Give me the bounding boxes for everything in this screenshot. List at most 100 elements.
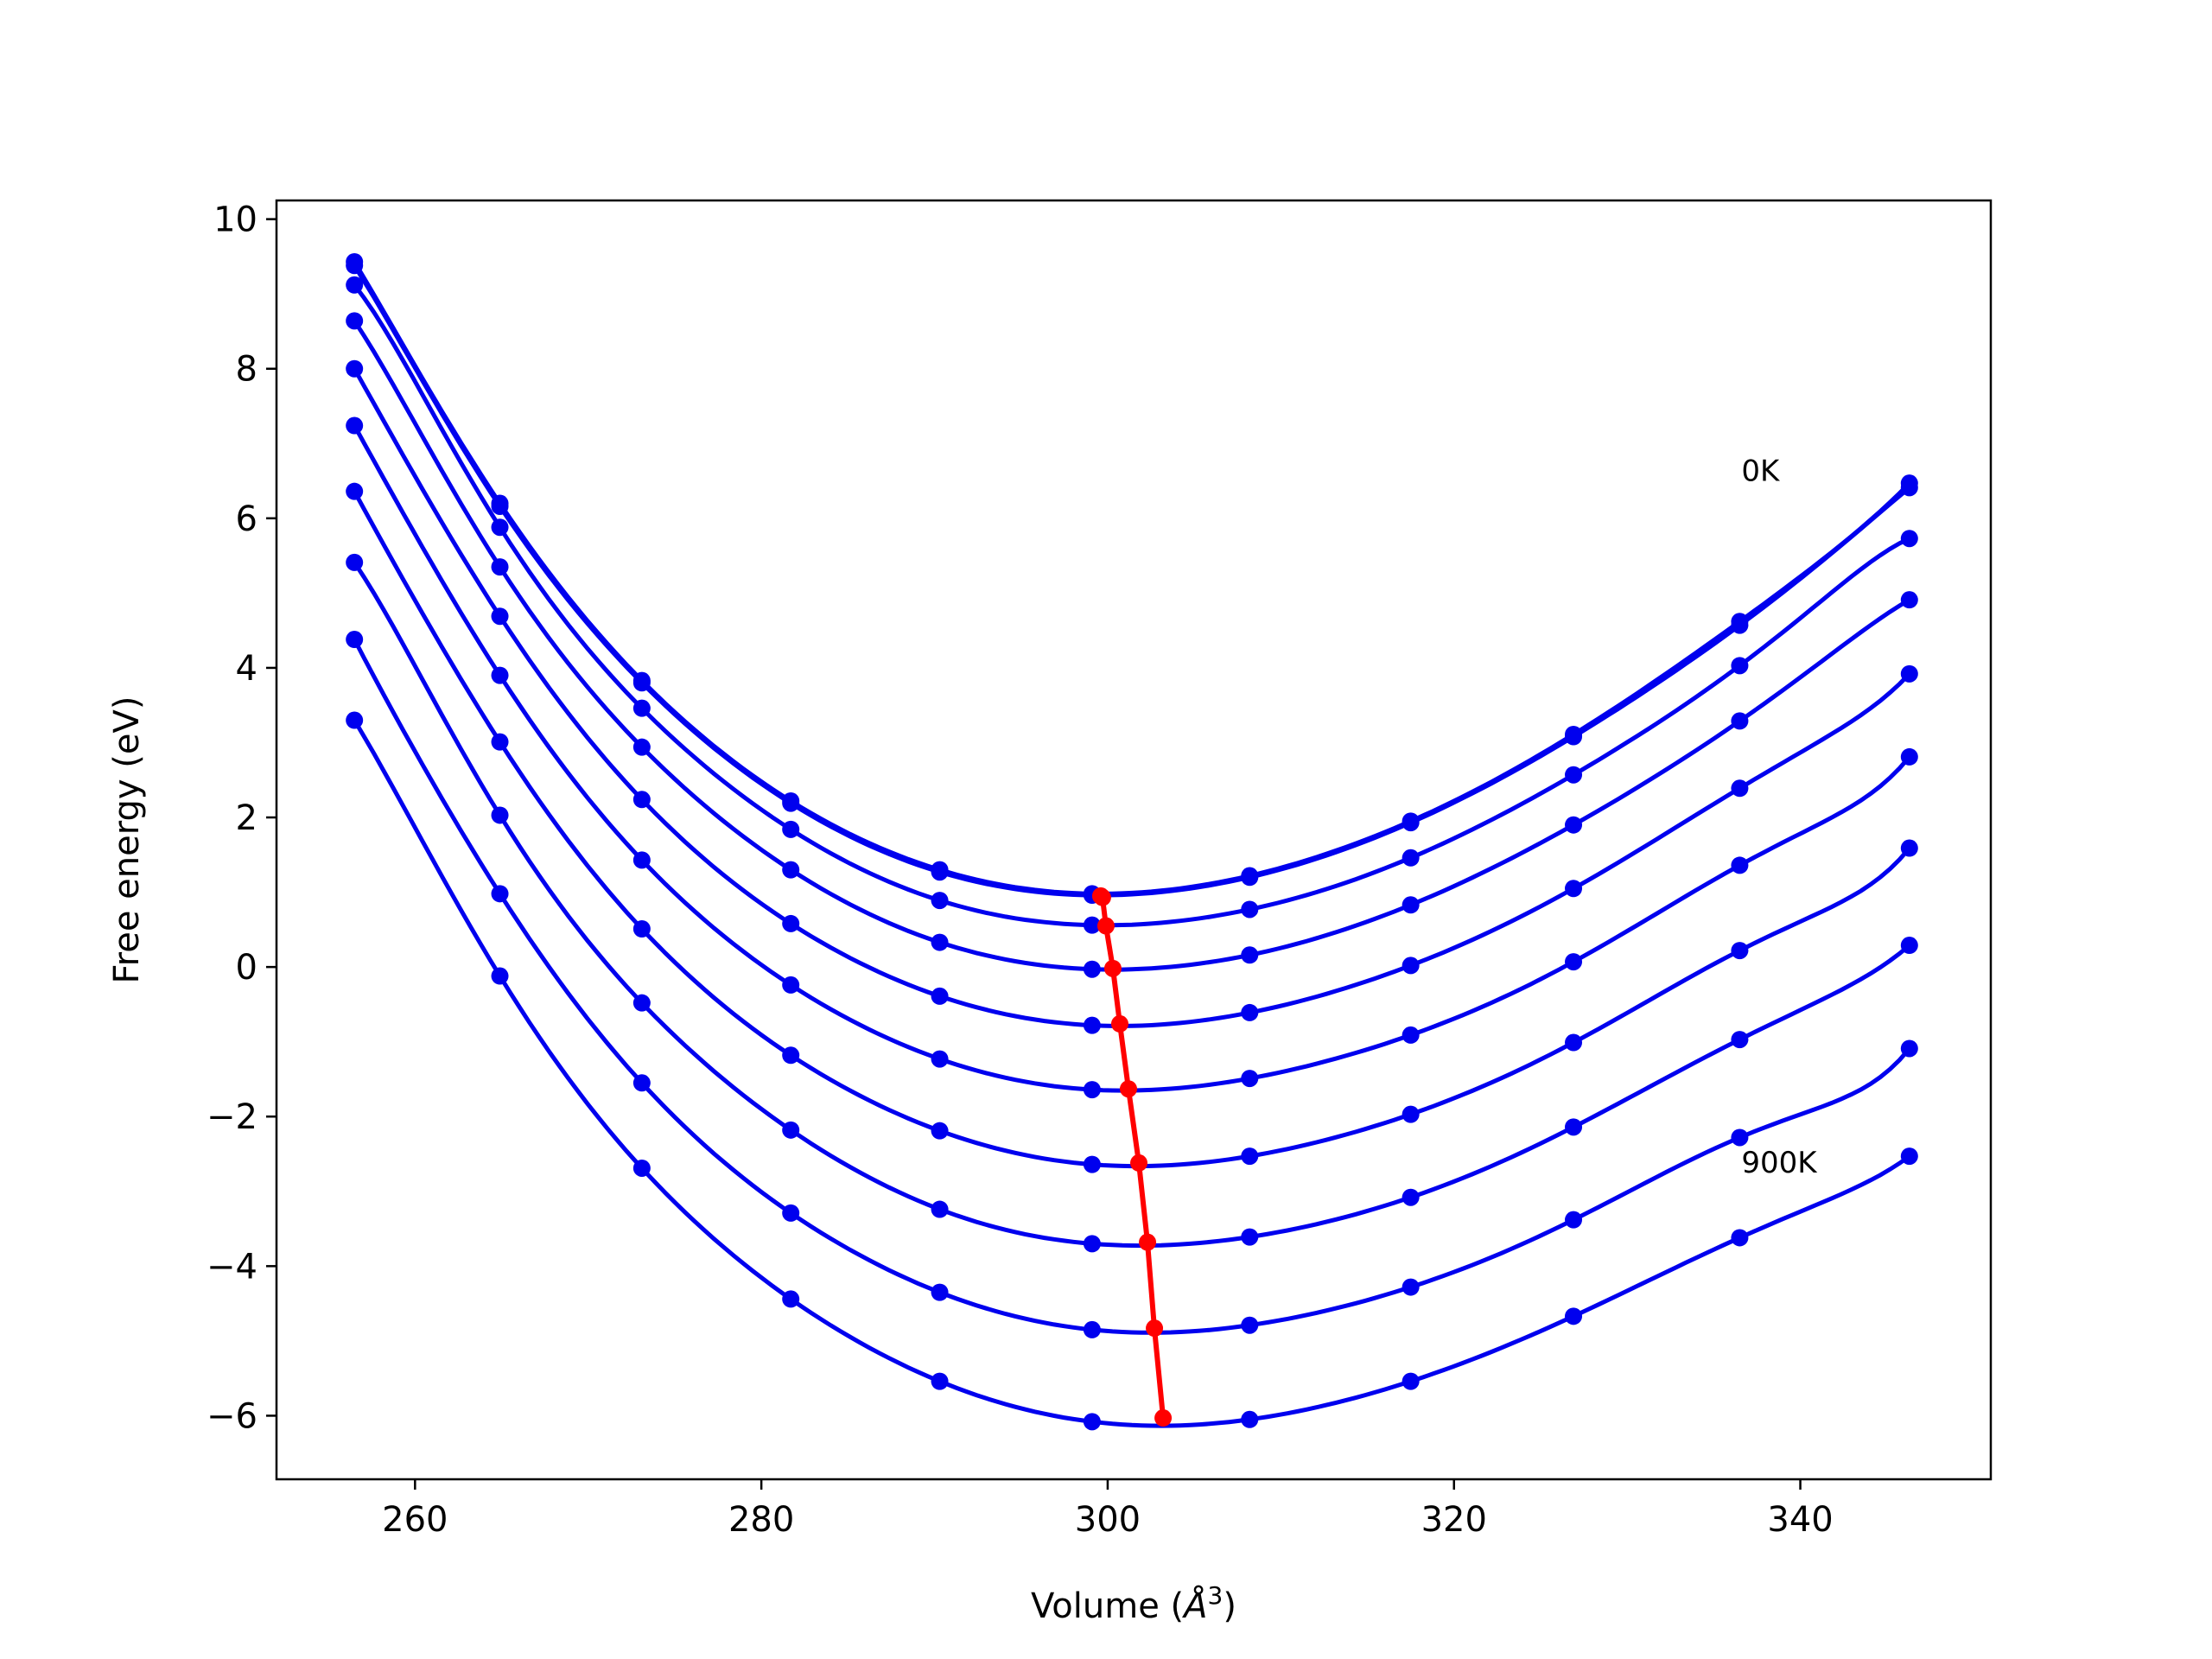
series-6-point xyxy=(632,919,651,938)
x-tick-label: 280 xyxy=(728,1500,794,1540)
series-3-point xyxy=(1402,896,1420,914)
series-9-point xyxy=(491,967,509,985)
x-tick-label: 300 xyxy=(1075,1500,1141,1540)
series-3-curve xyxy=(353,319,1911,972)
series-8-point xyxy=(346,631,364,649)
series-5-point xyxy=(491,666,509,684)
minimum-point xyxy=(1154,1409,1173,1427)
series-6-point xyxy=(346,482,364,500)
x-tick-label: 340 xyxy=(1767,1500,1833,1540)
series-3-point xyxy=(931,933,949,951)
minimum-point xyxy=(1110,1014,1128,1033)
plot-frame xyxy=(275,199,1993,1481)
y-axis-label: Free energy (eV) xyxy=(107,696,147,984)
minima-line xyxy=(1098,893,1166,1419)
series-7-point xyxy=(1900,937,1918,955)
x-axis-label-text: Volume ( xyxy=(1031,1586,1184,1626)
series-4-point xyxy=(1241,1003,1259,1021)
series-5-point xyxy=(1900,747,1918,766)
series-9-point xyxy=(346,711,364,729)
series-8-curve xyxy=(352,638,1911,1335)
series-8-point xyxy=(1083,1320,1101,1338)
series-4-point xyxy=(1900,664,1918,683)
series-3-point xyxy=(346,312,364,330)
series-5-point xyxy=(1731,856,1749,874)
series-3-point xyxy=(491,558,509,576)
axis-ticks: 260 280 300 320 340 −6 −4 −2 0 2 4 6 8 10 xyxy=(207,200,1834,1540)
annotation-label: 900K xyxy=(1741,1146,1818,1180)
series-7-point xyxy=(346,553,364,571)
series-2-point xyxy=(1402,849,1420,867)
x-tick-label: 260 xyxy=(382,1500,448,1540)
minimum-point xyxy=(1130,1154,1148,1172)
series-2-point xyxy=(1083,916,1101,934)
series-2-point xyxy=(1900,530,1918,548)
series-6-point xyxy=(1402,1105,1420,1123)
series-5-point xyxy=(1565,953,1583,971)
minimum-point xyxy=(1096,917,1115,935)
series-6-point xyxy=(1241,1147,1259,1166)
series-2-point xyxy=(1565,766,1583,784)
series-9-point xyxy=(1402,1372,1420,1390)
y-tick-label: 10 xyxy=(213,200,257,240)
minimum-point xyxy=(1139,1233,1157,1251)
series-2-point xyxy=(782,820,800,838)
series-9-point xyxy=(1565,1307,1583,1325)
series-8-point xyxy=(1241,1316,1259,1334)
series-8-point xyxy=(632,1074,651,1092)
series-5-point xyxy=(931,1050,949,1068)
series-3-point xyxy=(1083,960,1101,978)
series-7-point xyxy=(782,1121,800,1139)
series-7-point xyxy=(491,806,509,824)
series-3-point xyxy=(1241,946,1259,964)
series-9-point xyxy=(1731,1229,1749,1247)
series-4-point xyxy=(346,359,364,378)
series-2-curve xyxy=(353,283,1910,928)
series-8-point xyxy=(1565,1211,1583,1229)
series-1-point xyxy=(346,257,364,275)
series-2-point xyxy=(346,276,364,294)
series-3-point xyxy=(632,738,651,756)
x-tick-label: 320 xyxy=(1421,1500,1487,1540)
x-axis-label: Volume (Å3) xyxy=(1031,1581,1236,1626)
series-7-curve xyxy=(353,561,1911,1249)
series-1-point xyxy=(1402,814,1420,832)
series-1-curve xyxy=(353,264,1911,898)
series-5-point xyxy=(1083,1081,1101,1099)
y-tick-label: −6 xyxy=(207,1396,257,1436)
series-5-point xyxy=(346,416,364,435)
series-9-point xyxy=(931,1372,949,1390)
series-3-point xyxy=(1900,591,1918,609)
series-8-point xyxy=(491,885,509,903)
plot-marks xyxy=(346,252,1918,1431)
series-5-point xyxy=(1402,1026,1420,1044)
series-4-point xyxy=(782,914,800,932)
minimum-point xyxy=(1093,888,1111,906)
series-7-point xyxy=(931,1200,949,1218)
y-tick-label: −4 xyxy=(207,1247,257,1287)
curve-annotations: 0K 900K xyxy=(1741,454,1818,1181)
series-9-point xyxy=(1083,1413,1101,1431)
series-4-curve xyxy=(353,367,1911,1028)
minimum-point xyxy=(1103,959,1122,977)
series-5-point xyxy=(782,976,800,994)
series-2-point xyxy=(931,892,949,910)
series-1-point xyxy=(931,863,949,881)
x-axis-label-close: ) xyxy=(1223,1586,1236,1626)
series-6-point xyxy=(1731,942,1749,960)
series-4-point xyxy=(491,607,509,626)
series-4-point xyxy=(1083,1016,1101,1034)
series-5-point xyxy=(1241,1070,1259,1088)
series-4-point xyxy=(1731,779,1749,798)
series-2-point xyxy=(491,518,509,537)
x-axis-label-symbol: Å xyxy=(1181,1585,1207,1626)
series-1-point xyxy=(1731,616,1749,634)
series-6-point xyxy=(931,1122,949,1140)
y-tick-label: −2 xyxy=(207,1097,257,1137)
series-7-point xyxy=(1402,1188,1420,1206)
series-1-point xyxy=(491,497,509,515)
series-7-point xyxy=(632,994,651,1012)
series-9-point xyxy=(632,1159,651,1177)
